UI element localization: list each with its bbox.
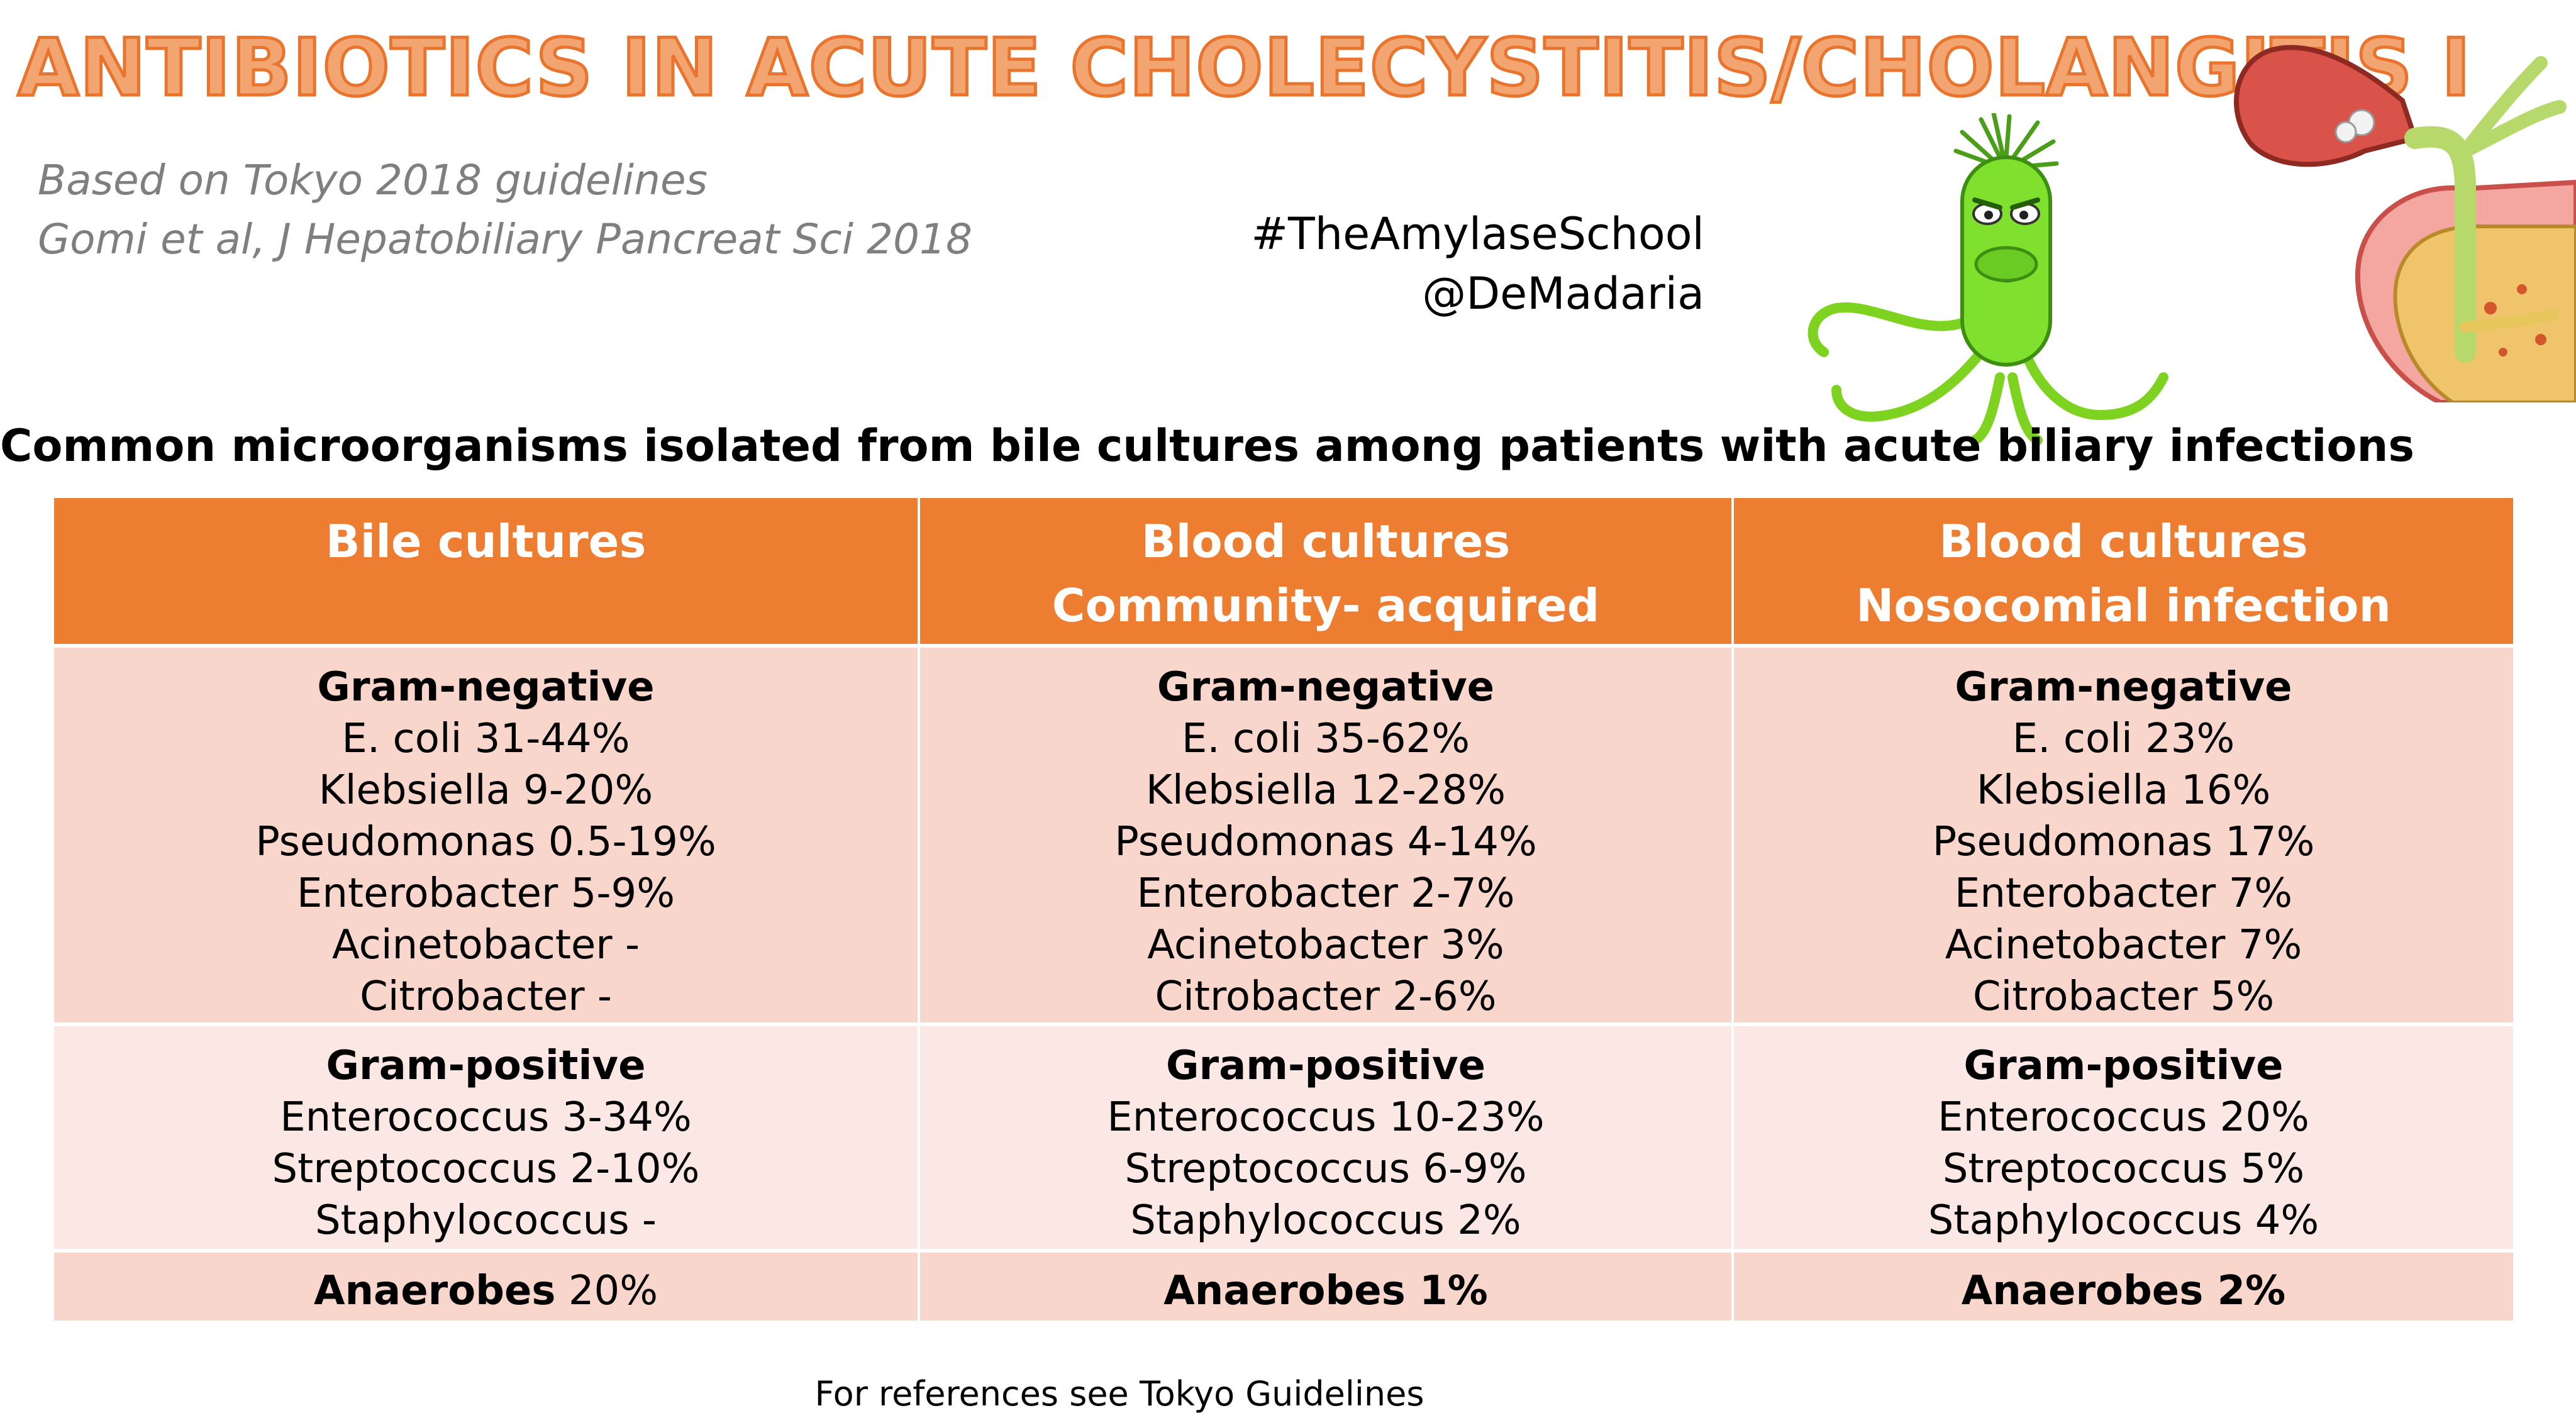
column-header-blood-nosocomial: Blood cultures Nosocomial infection [1734, 498, 2513, 648]
slide-title: ANTIBIOTICS IN ACUTE CHOLECYSTITIS/CHOLA… [16, 20, 2473, 116]
anaerobes-cell: Anaerobes 20% [54, 1253, 920, 1324]
organism-line: Enterococcus 20% [1938, 1094, 2309, 1141]
group-heading: Gram-negative [1955, 664, 2292, 711]
organism-line: Staphylococcus 2% [1130, 1197, 1521, 1244]
column-header-bile: Bile cultures [54, 498, 920, 648]
organism-line: Acinetobacter - [331, 922, 640, 968]
group-heading: Gram-negative [1157, 664, 1495, 711]
author-handles: #TheAmylaseSchool @DeMadaria [1251, 204, 1704, 324]
organism-line: Staphylococcus - [315, 1197, 657, 1244]
anaerobes-label: Anaerobes [313, 1268, 556, 1314]
gallbladder-illustration [2234, 45, 2576, 402]
anaerobes-label: Anaerobes 1% [1163, 1268, 1488, 1314]
gram-negative-cell: Gram-negative E. coli 23% Klebsiella 16%… [1734, 648, 2513, 1026]
organism-line: Enterococcus 10-23% [1107, 1094, 1545, 1141]
anaerobes-label: Anaerobes 2% [1961, 1268, 2286, 1314]
organism-line: Enterococcus 3-34% [280, 1094, 692, 1141]
group-heading: Gram-positive [1166, 1043, 1485, 1089]
organism-line: Acinetobacter 3% [1147, 922, 1504, 968]
organism-line: E. coli 23% [2012, 716, 2235, 762]
organism-line: E. coli 35-62% [1181, 716, 1470, 762]
organism-line: Citrobacter - [360, 973, 612, 1020]
organism-line: Enterobacter 7% [1954, 870, 2293, 917]
table-caption: Common microorganisms isolated from bile… [0, 420, 2414, 472]
organism-line: Staphylococcus 4% [1928, 1197, 2319, 1244]
organism-line: Enterobacter 2-7% [1136, 870, 1515, 917]
organism-line: Acinetobacter 7% [1945, 922, 2302, 968]
gram-positive-cell: Gram-positive Enterococcus 20% Streptoco… [1734, 1026, 2513, 1253]
gram-positive-cell: Gram-positive Enterococcus 3-34% Strepto… [54, 1026, 920, 1253]
gram-negative-cell: Gram-negative E. coli 35-62% Klebsiella … [920, 648, 1734, 1026]
organism-line: Citrobacter 2-6% [1155, 973, 1497, 1020]
organism-line: Citrobacter 5% [1972, 973, 2275, 1020]
hashtag: #TheAmylaseSchool [1251, 208, 1704, 260]
group-heading: Gram-negative [317, 664, 655, 711]
organism-line: Streptococcus 2-10% [272, 1146, 700, 1192]
header-line: Bile cultures [325, 515, 647, 568]
header-line: Blood cultures [1141, 515, 1511, 568]
organism-line: Enterobacter 5-9% [296, 870, 675, 917]
footer-note: For references see Tokyo Guidelines [814, 1374, 1424, 1414]
microorganism-table: Bile cultures Blood cultures Community- … [54, 498, 2513, 1324]
organism-line: Streptococcus 5% [1942, 1146, 2305, 1192]
gram-positive-cell: Gram-positive Enterococcus 10-23% Strept… [920, 1026, 1734, 1253]
organism-line: Klebsiella 16% [1976, 767, 2271, 814]
anaerobes-cell: Anaerobes 2% [1734, 1253, 2513, 1324]
organism-line: Klebsiella 9-20% [318, 767, 653, 814]
source-line: Based on Tokyo 2018 guidelines [38, 156, 708, 204]
source-line: Gomi et al, J Hepatobiliary Pancreat Sci… [38, 215, 972, 263]
header-line: Nosocomial infection [1856, 579, 2391, 632]
bacterium-cartoon [1807, 113, 2168, 445]
twitter-handle: @DeMadaria [1422, 268, 1704, 319]
column-header-blood-community: Blood cultures Community- acquired [920, 498, 1734, 648]
group-heading: Gram-positive [1963, 1043, 2284, 1089]
organism-line: Pseudomonas 4-14% [1114, 819, 1537, 865]
gram-negative-cell: Gram-negative E. coli 31-44% Klebsiella … [54, 648, 920, 1026]
anaerobes-value: 20% [555, 1268, 658, 1314]
anaerobes-cell: Anaerobes 1% [920, 1253, 1734, 1324]
organism-line: Pseudomonas 17% [1932, 819, 2315, 865]
group-heading: Gram-positive [326, 1043, 646, 1089]
organism-line: E. coli 31-44% [341, 716, 630, 762]
source-citation: Based on Tokyo 2018 guidelines Gomi et a… [38, 151, 972, 269]
organism-line: Streptococcus 6-9% [1124, 1146, 1527, 1192]
organism-line: Pseudomonas 0.5-19% [255, 819, 716, 865]
header-line: Blood cultures [1939, 515, 2308, 568]
organism-line: Klebsiella 12-28% [1145, 767, 1506, 814]
header-line: Community- acquired [1052, 579, 1600, 632]
